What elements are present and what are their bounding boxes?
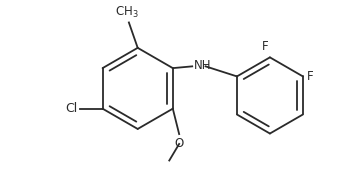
Text: O: O — [175, 137, 184, 150]
Text: CH$_3$: CH$_3$ — [115, 4, 139, 20]
Text: F: F — [307, 70, 314, 83]
Text: Cl: Cl — [65, 102, 77, 115]
Text: NH: NH — [194, 59, 211, 72]
Text: F: F — [262, 40, 269, 53]
